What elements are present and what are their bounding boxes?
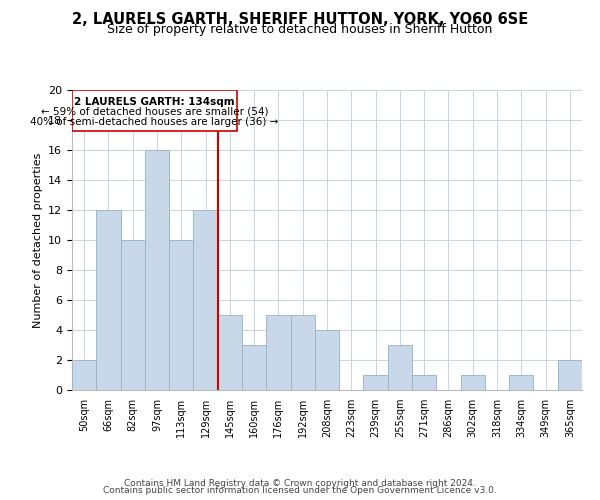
Text: Contains HM Land Registry data © Crown copyright and database right 2024.: Contains HM Land Registry data © Crown c…	[124, 478, 476, 488]
Bar	[315, 330, 339, 390]
Bar	[509, 375, 533, 390]
Bar	[218, 315, 242, 390]
Bar	[96, 210, 121, 390]
Bar	[388, 345, 412, 390]
Text: 2, LAURELS GARTH, SHERIFF HUTTON, YORK, YO60 6SE: 2, LAURELS GARTH, SHERIFF HUTTON, YORK, …	[72, 12, 528, 28]
Text: 2 LAURELS GARTH: 134sqm: 2 LAURELS GARTH: 134sqm	[74, 97, 235, 107]
Bar	[412, 375, 436, 390]
Bar	[72, 360, 96, 390]
Y-axis label: Number of detached properties: Number of detached properties	[32, 152, 43, 328]
Bar	[242, 345, 266, 390]
Text: 40% of semi-detached houses are larger (36) →: 40% of semi-detached houses are larger (…	[31, 117, 279, 127]
Bar	[364, 375, 388, 390]
Text: Size of property relative to detached houses in Sheriff Hutton: Size of property relative to detached ho…	[107, 22, 493, 36]
Bar	[290, 315, 315, 390]
Bar	[169, 240, 193, 390]
FancyBboxPatch shape	[72, 90, 237, 130]
Bar	[145, 150, 169, 390]
Bar	[193, 210, 218, 390]
Text: ← 59% of detached houses are smaller (54): ← 59% of detached houses are smaller (54…	[41, 106, 268, 117]
Text: Contains public sector information licensed under the Open Government Licence v3: Contains public sector information licen…	[103, 486, 497, 495]
Bar	[558, 360, 582, 390]
Bar	[461, 375, 485, 390]
Bar	[121, 240, 145, 390]
Bar	[266, 315, 290, 390]
